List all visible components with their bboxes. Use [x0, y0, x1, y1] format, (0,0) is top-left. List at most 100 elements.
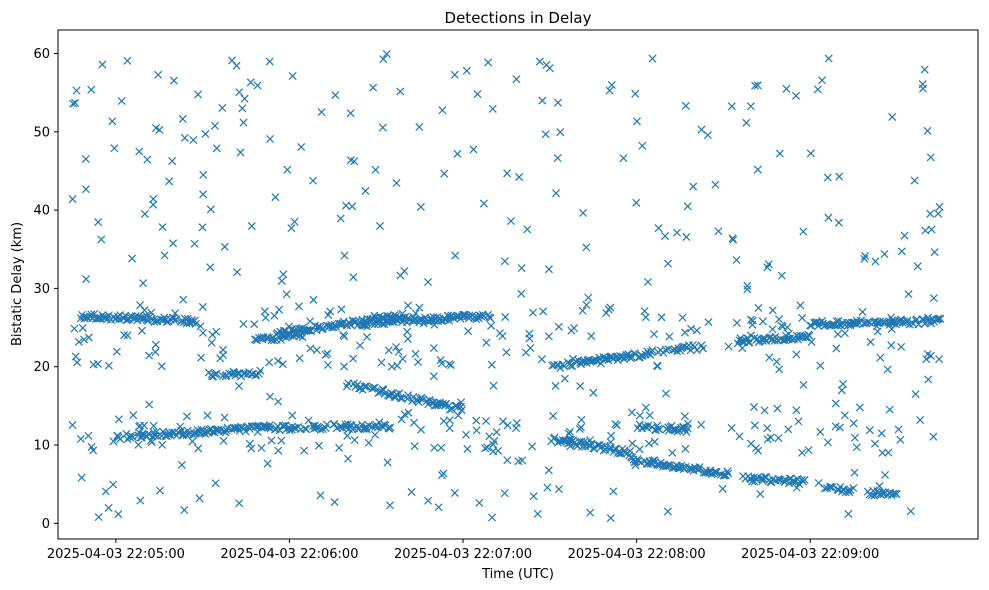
data-point [239, 118, 248, 127]
data-point [609, 487, 618, 496]
data-point [565, 438, 574, 447]
data-point [668, 448, 677, 457]
data-point [165, 177, 174, 186]
data-point [697, 420, 706, 429]
data-point [871, 257, 880, 266]
data-point [439, 469, 448, 478]
data-point [70, 324, 79, 333]
data-point [437, 359, 446, 368]
data-point [220, 413, 229, 422]
data-point [473, 90, 482, 99]
data-point [649, 330, 659, 339]
data-point [191, 319, 200, 328]
data-point [760, 334, 769, 343]
data-point [746, 102, 755, 111]
data-point [362, 382, 371, 391]
data-point [576, 382, 585, 391]
data-point [794, 417, 803, 426]
data-point [256, 366, 265, 375]
data-point [541, 130, 550, 139]
data-point [72, 86, 81, 95]
data-point [881, 470, 890, 480]
data-point [136, 421, 145, 430]
data-point [528, 308, 537, 317]
data-point [281, 326, 290, 335]
data-point [97, 235, 106, 244]
data-point [750, 421, 759, 430]
data-point [663, 259, 673, 268]
data-point [324, 310, 333, 319]
data-point [404, 301, 413, 310]
data-point [463, 444, 472, 453]
data-point [362, 425, 371, 434]
data-point [378, 320, 387, 329]
data-point [378, 313, 387, 322]
data-point [429, 344, 438, 353]
data-point [560, 374, 569, 383]
data-point [206, 205, 215, 214]
data-point [385, 501, 394, 510]
y-tick-label: 60 [33, 47, 50, 62]
data-point [503, 421, 512, 430]
data-point [862, 319, 871, 328]
data-point [469, 145, 478, 154]
data-point [176, 422, 185, 431]
data-point [818, 76, 827, 85]
data-point [754, 446, 763, 455]
data-point [247, 222, 256, 231]
data-point [657, 313, 666, 322]
data-point [606, 303, 615, 312]
data-point [212, 144, 221, 153]
data-point [149, 421, 158, 430]
data-point [775, 149, 784, 158]
data-point [528, 442, 537, 451]
data-point [539, 307, 548, 316]
data-point [844, 509, 853, 518]
data-point [831, 399, 840, 408]
data-point [792, 406, 801, 415]
data-point [484, 58, 493, 67]
data-point [274, 446, 283, 455]
data-point [823, 438, 832, 447]
data-point [109, 480, 118, 489]
data-point [646, 350, 655, 359]
data-point [865, 426, 874, 435]
data-point [403, 334, 412, 343]
data-point [414, 358, 423, 367]
data-point [525, 329, 534, 338]
data-point [252, 422, 261, 431]
data-point [638, 141, 647, 150]
data-point [235, 88, 244, 97]
data-point [219, 345, 228, 354]
data-point [128, 254, 137, 263]
data-point [81, 154, 90, 163]
data-point [935, 355, 944, 364]
data-point [208, 330, 217, 339]
data-point [472, 426, 481, 435]
data-point [123, 56, 132, 65]
data-point [277, 276, 286, 285]
data-point [361, 186, 370, 195]
data-point [169, 76, 178, 85]
data-point [236, 148, 245, 157]
data-point [304, 416, 313, 425]
data-point [816, 427, 825, 436]
data-point [923, 126, 932, 135]
data-point [792, 91, 801, 100]
data-point [336, 214, 345, 223]
data-point [160, 251, 169, 260]
data-point [661, 389, 670, 398]
data-point [407, 487, 416, 497]
data-point [304, 326, 313, 335]
data-point [544, 265, 553, 274]
data-point [578, 306, 587, 315]
data-point [855, 403, 864, 412]
data-point [282, 290, 291, 299]
data-point [738, 344, 747, 353]
data-point [322, 420, 331, 429]
data-point [729, 235, 738, 244]
data-point [749, 403, 759, 412]
data-point [317, 108, 326, 117]
data-point [110, 144, 119, 153]
data-point [87, 85, 96, 94]
